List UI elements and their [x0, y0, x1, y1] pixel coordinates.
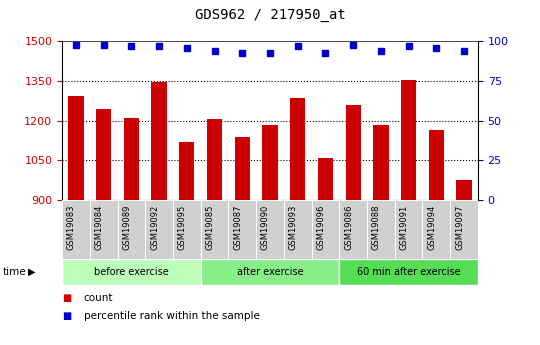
Text: ■: ■: [62, 294, 71, 303]
Text: percentile rank within the sample: percentile rank within the sample: [84, 311, 260, 321]
Bar: [90, 200, 118, 259]
Text: 60 min after exercise: 60 min after exercise: [357, 267, 461, 277]
Text: GSM19089: GSM19089: [123, 205, 131, 250]
Bar: [69, 96, 84, 345]
Bar: [395, 200, 422, 259]
Text: GDS962 / 217950_at: GDS962 / 217950_at: [194, 8, 346, 22]
Bar: [124, 118, 139, 345]
Text: GSM19096: GSM19096: [316, 205, 326, 250]
Bar: [284, 200, 312, 259]
Text: GSM19094: GSM19094: [427, 205, 436, 250]
Text: ■: ■: [62, 311, 71, 321]
Text: GSM19086: GSM19086: [344, 205, 353, 250]
Text: GSM19091: GSM19091: [400, 205, 409, 250]
Bar: [262, 125, 278, 345]
Bar: [228, 200, 256, 259]
Bar: [346, 105, 361, 345]
Bar: [456, 180, 471, 345]
Bar: [179, 142, 194, 345]
Text: GSM19092: GSM19092: [150, 205, 159, 250]
Bar: [318, 158, 333, 345]
Bar: [339, 259, 478, 285]
Text: count: count: [84, 294, 113, 303]
Text: GSM19083: GSM19083: [67, 205, 76, 250]
Text: GSM19085: GSM19085: [206, 205, 214, 250]
Bar: [422, 200, 450, 259]
Text: GSM19093: GSM19093: [289, 205, 298, 250]
Text: after exercise: after exercise: [237, 267, 303, 277]
Text: time: time: [3, 267, 26, 277]
Bar: [290, 98, 305, 345]
Bar: [173, 200, 201, 259]
Bar: [152, 82, 167, 345]
Text: before exercise: before exercise: [94, 267, 169, 277]
Bar: [96, 109, 111, 345]
Bar: [339, 200, 367, 259]
Bar: [62, 259, 201, 285]
Bar: [401, 80, 416, 345]
Bar: [373, 125, 388, 345]
Text: GSM19084: GSM19084: [94, 205, 104, 250]
Text: GSM19097: GSM19097: [455, 205, 464, 250]
Bar: [312, 200, 339, 259]
Bar: [207, 119, 222, 345]
Text: GSM19090: GSM19090: [261, 205, 270, 250]
Bar: [145, 200, 173, 259]
Text: GSM19088: GSM19088: [372, 205, 381, 250]
Text: ▶: ▶: [28, 267, 36, 277]
Bar: [62, 200, 90, 259]
Bar: [118, 200, 145, 259]
Text: GSM19087: GSM19087: [233, 205, 242, 250]
Bar: [201, 200, 228, 259]
Text: GSM19095: GSM19095: [178, 205, 187, 250]
Bar: [429, 130, 444, 345]
Bar: [256, 200, 284, 259]
Bar: [201, 259, 339, 285]
Bar: [235, 137, 250, 345]
Bar: [450, 200, 478, 259]
Bar: [367, 200, 395, 259]
